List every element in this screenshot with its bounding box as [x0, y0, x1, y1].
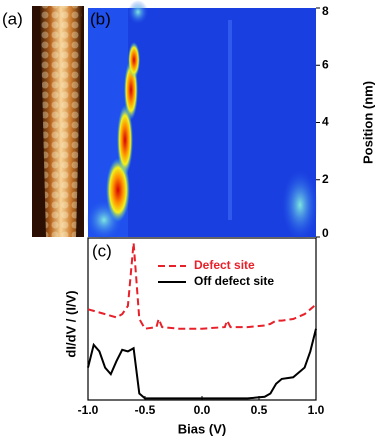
heatmap	[86, 0, 318, 240]
y-tick-label: 8	[322, 4, 329, 18]
x-axis-label: Bias (V)	[178, 421, 226, 436]
y-tick-label: 4	[322, 115, 329, 129]
stm-image	[32, 6, 84, 237]
series-line	[87, 328, 317, 400]
x-tick-label: -1.0	[78, 403, 99, 417]
x-tick-label: 0.5	[251, 403, 268, 417]
x-tick-label: 0.0	[194, 403, 211, 417]
legend-label: Defect site	[194, 258, 255, 272]
y-tick-label: 2	[322, 172, 329, 186]
panel-label: (a)	[2, 9, 23, 28]
y-axis-label: dI/dV / (I/V)	[63, 290, 78, 357]
y-axis-label: Position (nm)	[360, 81, 375, 164]
series-line	[87, 242, 317, 330]
y-tick-label: 0	[322, 226, 329, 240]
x-tick-label: 1.0	[308, 403, 325, 417]
panel-label: (b)	[90, 9, 111, 28]
panel-label: (c)	[92, 241, 112, 260]
y-tick-label: 6	[322, 57, 329, 71]
x-tick-label: -0.5	[135, 403, 156, 417]
legend-label: Off defect site	[194, 274, 274, 288]
